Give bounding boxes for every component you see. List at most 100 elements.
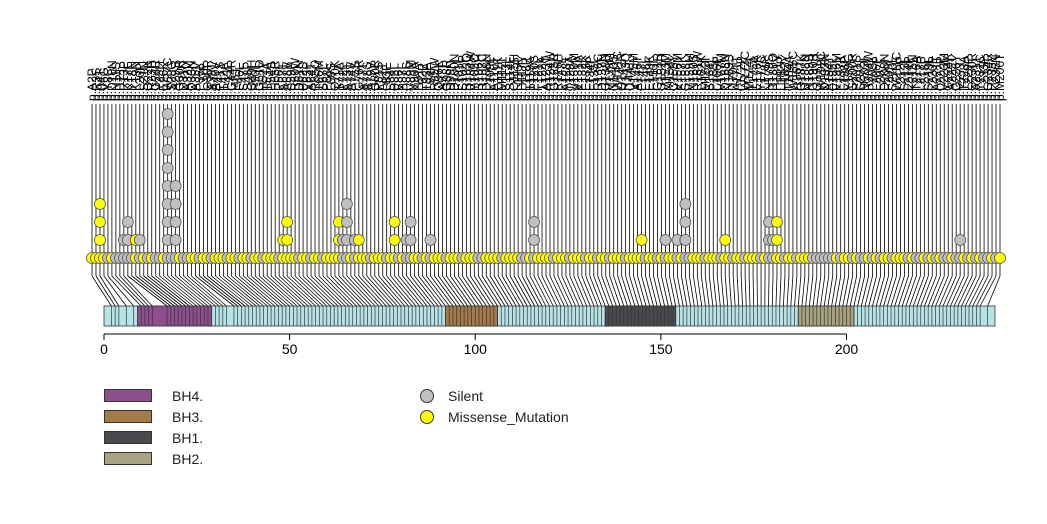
mutation-label: p.S21N (137, 61, 151, 101)
mutation-label: p.S59P (284, 62, 298, 101)
mutation-dot (161, 126, 174, 138)
connector-line (199, 275, 238, 307)
mutation-label: p.A78S (360, 62, 374, 101)
mutation-label: p.Q115H (507, 54, 521, 101)
connector-line (961, 275, 977, 307)
connector-line (103, 275, 127, 307)
mutation-label: p.W141C (611, 51, 625, 101)
connector-line (255, 275, 290, 307)
mutation-label: p.A82T (376, 62, 390, 101)
mutation-label: p.N169S (722, 54, 736, 101)
connector-line (382, 275, 409, 307)
connector-line (987, 275, 1001, 307)
mutation-label: p.A4T (93, 68, 107, 101)
mutation-label: p.F127L (555, 57, 569, 101)
connector-line (834, 275, 842, 307)
mutation-label: p.S219L (921, 56, 935, 101)
connector-line (831, 275, 838, 307)
connector-line (119, 275, 149, 307)
connector-line (529, 275, 547, 307)
connector-line (677, 275, 684, 307)
connector-line (469, 275, 491, 307)
mutation-dot (771, 216, 783, 228)
mutation-label: p.P41S (212, 62, 226, 101)
connector-line (720, 275, 725, 307)
mutation-label: p.F207L (874, 57, 888, 101)
connector-line (808, 275, 814, 307)
domain-swatch (104, 410, 152, 423)
mutation-label: p.V130M (567, 53, 581, 101)
domain-legend-label: BH4. (172, 388, 204, 404)
mutation-label: p.R136C (591, 53, 605, 101)
axis-tick-label: 0 (100, 341, 108, 357)
connector-line (195, 275, 235, 307)
mutation-label: p.G24R (149, 59, 163, 101)
connector-line (846, 275, 854, 307)
mutation-label: p.L229P (961, 56, 975, 101)
connector-line (692, 275, 699, 307)
mutation-label: p.I144T (623, 60, 637, 101)
mutation-type-dot (420, 410, 434, 424)
connector-line (890, 275, 901, 307)
mutation-label: p.S164L (702, 56, 716, 101)
connector-line (909, 275, 921, 307)
connector-line (533, 275, 550, 307)
connector-line (585, 275, 599, 307)
mutation-label: p.N189S (802, 54, 816, 101)
x-axis: 0 50 100 150 200 (100, 333, 858, 357)
mutation-label: p.N11S (109, 62, 123, 101)
connector-line (942, 275, 957, 307)
mutation-label: p.S67L (316, 63, 330, 101)
mutation-dot (388, 216, 401, 228)
mutation-label: p.D99N (443, 60, 457, 101)
connector-line (481, 275, 502, 307)
connector-line (816, 275, 822, 307)
mutation-label: p.H117Y (515, 55, 529, 101)
connector-line (857, 275, 865, 307)
mutation-label: p.D31N (177, 60, 191, 101)
connector-line (593, 275, 606, 307)
mutation-label: p.P54S (264, 62, 278, 101)
mutation-label: p.W173C (738, 51, 752, 101)
connector-line (886, 275, 897, 307)
connector-line (239, 275, 276, 307)
mutation-label: p.L134P (583, 56, 597, 101)
connector-line (641, 275, 651, 307)
mutation-label: p.W211C (889, 52, 903, 101)
connector-line (681, 275, 688, 307)
lollipop-stems (91, 104, 1001, 276)
connector-line (426, 275, 450, 307)
connector-line (827, 275, 834, 307)
connector-line (823, 275, 830, 307)
connector-line (537, 275, 554, 307)
mutation-dot (281, 216, 294, 228)
connector-line (163, 275, 201, 307)
connector-line (442, 275, 465, 307)
connector-line (797, 275, 802, 307)
connector-line (724, 275, 729, 307)
mutation-label: p.G152R (654, 53, 668, 101)
mutation-label: p.R65Q (308, 60, 322, 101)
mutation-label: p.L94F (424, 64, 438, 101)
mutation-label: p.S213L (897, 56, 911, 101)
connector-line (748, 275, 751, 307)
mutation-label: p.P72L (336, 63, 350, 101)
connector-line (794, 275, 798, 307)
mutation-label: p.V6G (97, 67, 111, 101)
mutation-dot (679, 234, 692, 246)
connector-line (625, 275, 636, 307)
connector-line (842, 275, 850, 307)
connector-line (964, 275, 981, 307)
mutation-label: p.Y18N (125, 61, 139, 101)
connector-line (143, 275, 183, 307)
mutation-label: p.A40V (208, 62, 222, 101)
connector-line (227, 275, 264, 307)
mutation-dot (954, 234, 967, 246)
mutation-label: p.A146T (631, 55, 645, 101)
connector-line (736, 275, 740, 307)
connector-line (366, 275, 394, 307)
connector-line (549, 275, 565, 307)
connector-line (597, 275, 610, 307)
connector-line (346, 275, 376, 307)
mutation-label: p.V139M (603, 53, 617, 101)
